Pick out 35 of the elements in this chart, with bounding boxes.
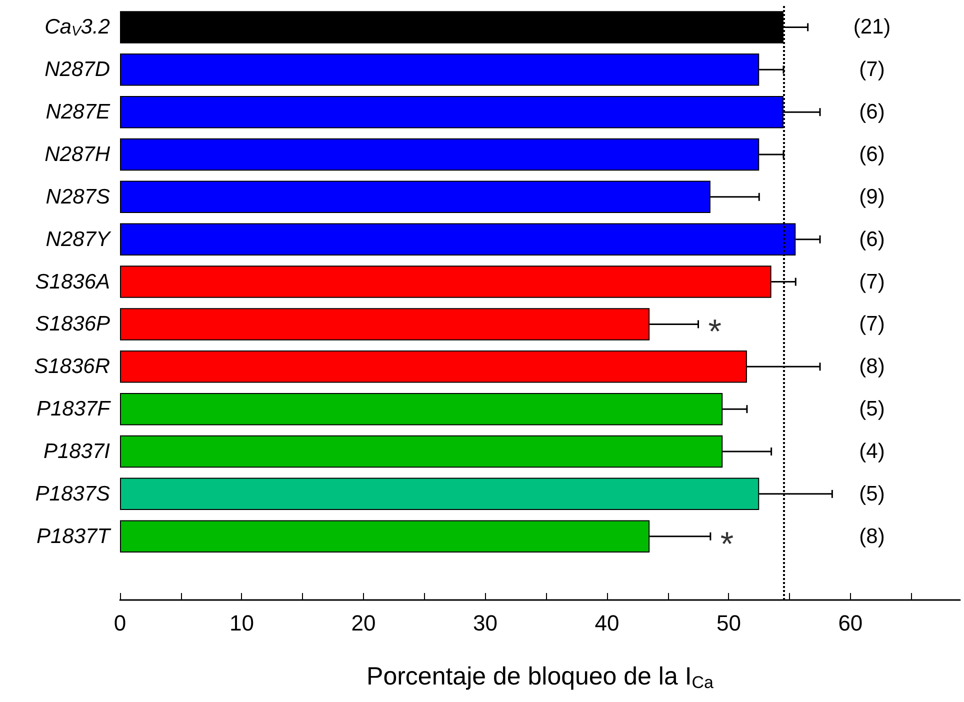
y-tick-label: N287D (44, 58, 110, 82)
x-tick-label: 20 (351, 610, 376, 636)
annotation: (7) (859, 58, 885, 82)
y-tick-label: P1837F (36, 398, 112, 421)
y-tick-label: S1836A (35, 270, 110, 294)
x-tick-label: 50 (716, 610, 741, 636)
annotation: (6) (859, 100, 885, 124)
annotation: (8) (859, 524, 885, 548)
y-tick-label: P1837I (43, 440, 110, 463)
y-tick-label: P1837T (36, 524, 112, 548)
annotation: (5) (859, 398, 885, 421)
annotation: (21) (853, 16, 891, 39)
x-tick-label: 60 (838, 610, 863, 636)
y-tick-label: N287Y (46, 228, 112, 251)
annotation: (6) (859, 143, 885, 166)
annotation: (9) (859, 185, 885, 208)
data-label: * (708, 313, 722, 352)
y-tick-label: S1836P (35, 312, 110, 336)
data-label: * (720, 525, 734, 564)
annotation: (7) (859, 270, 885, 294)
annotation: (7) (859, 312, 885, 336)
y-tick-label: P1837S (35, 482, 110, 506)
x-tick-label: 40 (594, 610, 620, 636)
y-tick-label: S1836R (34, 355, 110, 378)
annotation: (4) (859, 440, 885, 463)
y-tick-label: CaV3.2 (44, 16, 110, 39)
annotation: (5) (859, 482, 885, 506)
y-tick-label: N287E (46, 100, 111, 124)
annotation: (8) (859, 355, 885, 378)
y-tick-label: N287S (46, 185, 110, 208)
annotation: (6) (859, 228, 885, 251)
x-tick-label: 10 (229, 610, 254, 636)
y-tick-label: N287H (44, 143, 111, 166)
x-tick-label: 0 (114, 610, 126, 636)
x-tick-label: 30 (472, 610, 498, 636)
